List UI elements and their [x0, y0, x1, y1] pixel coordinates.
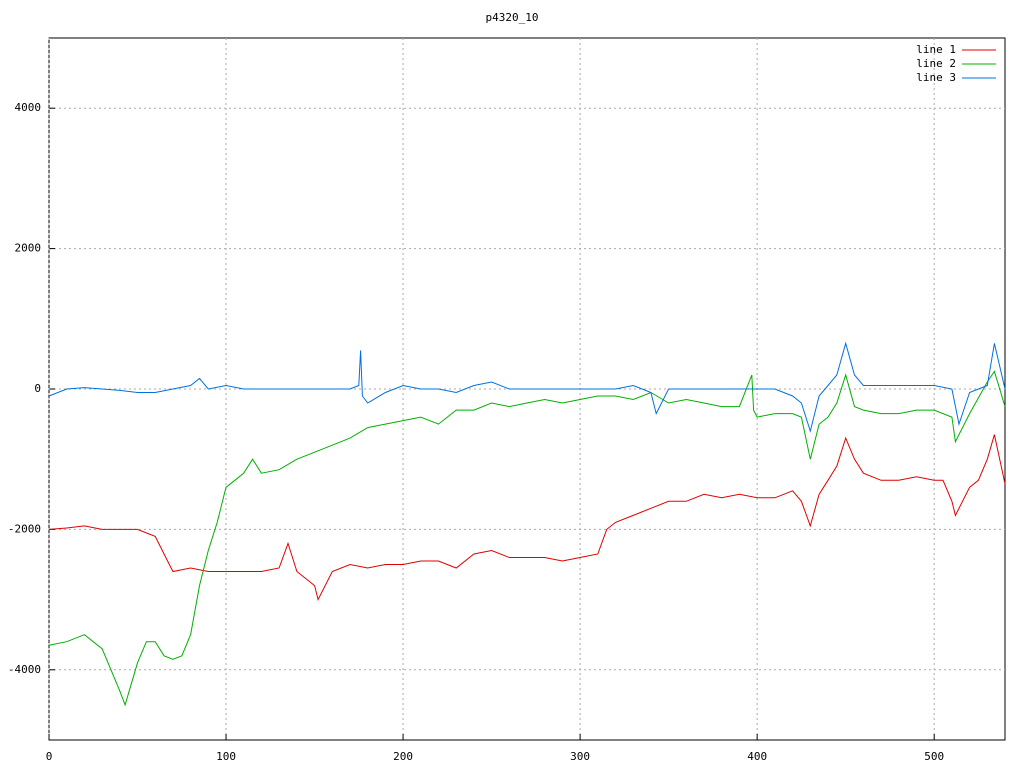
x-tick-label: 0 [46, 750, 53, 763]
y-tick-label: -4000 [8, 663, 41, 676]
x-tick-label: 100 [216, 750, 236, 763]
series-line [48, 434, 1006, 602]
x-tick-label: 400 [747, 750, 767, 763]
y-tick-label: 0 [34, 382, 41, 395]
legend-label: line 3 [916, 71, 956, 84]
x-tick-label: 500 [924, 750, 944, 763]
chart-title: p4320_10 [486, 11, 539, 24]
y-tick-label: -2000 [8, 522, 41, 535]
y-tick-label: 4000 [15, 101, 42, 114]
x-tick-label: 300 [570, 750, 590, 763]
series-line [48, 341, 1006, 433]
series-line [48, 370, 1006, 707]
y-tick-label: 2000 [15, 242, 42, 255]
legend-label: line 2 [916, 57, 956, 70]
x-tick-label: 200 [393, 750, 413, 763]
legend-label: line 1 [916, 43, 956, 56]
